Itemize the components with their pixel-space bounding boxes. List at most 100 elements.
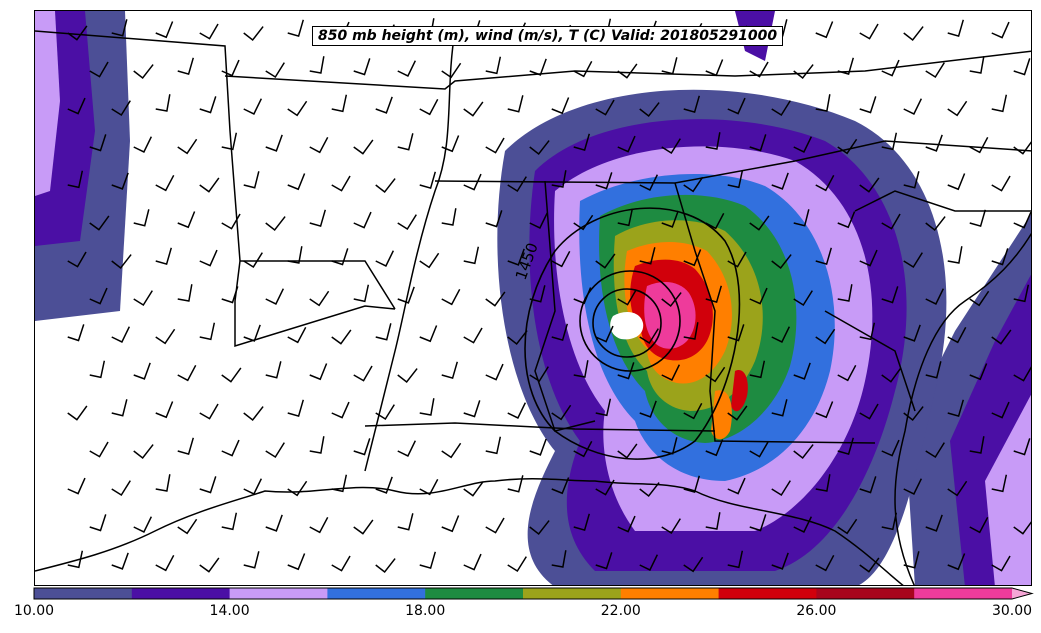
wind-barb xyxy=(441,442,462,459)
map-panel: 1450 850 mb height (m), wind (m/s), T (C… xyxy=(34,10,1032,586)
wind-barb xyxy=(595,479,615,496)
wind-barb xyxy=(859,249,878,267)
wind-barb xyxy=(617,289,637,306)
wind-barb xyxy=(265,216,286,232)
wind-barb xyxy=(507,176,527,193)
colorbar-swatch xyxy=(229,588,328,599)
wind-barb xyxy=(177,518,198,535)
wind-barb xyxy=(815,247,833,266)
wind-barb xyxy=(155,554,175,572)
wind-barb xyxy=(397,440,417,457)
wind-barb xyxy=(881,512,898,531)
wind-barb xyxy=(881,286,899,304)
wind-barb xyxy=(969,209,987,228)
wind-barb xyxy=(815,401,834,419)
wind-barb xyxy=(771,172,789,190)
wind-barb xyxy=(177,211,196,229)
wind-barb xyxy=(287,19,305,38)
wind-barb xyxy=(617,135,636,153)
wind-barb xyxy=(221,286,239,304)
wind-barb xyxy=(529,366,549,383)
wind-barb xyxy=(551,97,570,115)
wind-barb xyxy=(573,360,589,378)
wind-barb xyxy=(155,328,176,345)
wind-barb xyxy=(331,94,348,113)
wind-barb xyxy=(67,550,84,569)
wind-barb xyxy=(507,330,528,346)
wind-barb xyxy=(991,329,1012,345)
wind-barbs xyxy=(67,18,1031,574)
wind-barb xyxy=(837,57,855,76)
wind-barb xyxy=(991,21,1010,39)
wind-barb xyxy=(353,519,374,535)
wind-barb xyxy=(903,171,920,189)
wind-barb xyxy=(925,62,945,79)
wind-barb xyxy=(595,99,615,116)
wind-barb xyxy=(749,441,769,458)
wind-barb xyxy=(705,366,726,383)
wind-barb xyxy=(793,290,813,307)
wind-barb xyxy=(331,329,352,345)
wind-barb xyxy=(309,56,325,74)
gulf-coastline xyxy=(35,478,904,585)
wind-barb xyxy=(639,102,660,118)
wind-barb xyxy=(463,400,481,418)
wind-barb xyxy=(551,250,571,268)
wind-barb xyxy=(991,555,1011,572)
shade-band-red xyxy=(731,370,748,412)
wind-barb xyxy=(485,436,502,455)
wind-barb xyxy=(309,436,325,454)
wind-barb xyxy=(133,290,153,307)
wind-barb xyxy=(485,137,505,154)
line-3 xyxy=(434,140,1031,184)
wind-barb xyxy=(529,520,550,536)
wind-barb xyxy=(221,59,240,77)
wind-barb xyxy=(111,19,128,37)
map-canvas: 1450 xyxy=(35,11,1031,585)
wind-barb xyxy=(991,94,1008,113)
wind-barb xyxy=(309,209,327,228)
wind-barb xyxy=(155,94,171,112)
wind-barb xyxy=(551,323,569,342)
wind-barb xyxy=(243,324,261,342)
wind-barb xyxy=(1013,365,1031,382)
wind-barb xyxy=(265,288,285,305)
wind-barb xyxy=(243,478,263,495)
wind-barb xyxy=(375,558,396,574)
wind-barb xyxy=(419,551,437,570)
wind-barb xyxy=(507,248,525,266)
wind-barb xyxy=(463,327,483,344)
wind-barb xyxy=(287,399,305,418)
wind-barb xyxy=(683,402,703,420)
wind-barb xyxy=(529,285,546,303)
wind-barb xyxy=(683,322,699,340)
wind-barb xyxy=(177,138,198,155)
line-4 xyxy=(534,180,596,432)
wind-barb xyxy=(67,405,88,421)
wind-barb xyxy=(419,478,439,496)
wind-barb xyxy=(243,406,264,422)
wind-barb xyxy=(111,480,131,497)
wind-barb xyxy=(815,554,835,572)
wind-barb xyxy=(419,398,435,416)
wind-barb xyxy=(353,58,371,76)
wind-barb xyxy=(969,436,985,454)
wind-barb xyxy=(155,21,174,39)
shade-storm-eye xyxy=(610,311,644,340)
wind-barb xyxy=(705,212,725,230)
wind-barb xyxy=(397,60,417,77)
colorbar-extend-arrow xyxy=(1012,588,1032,599)
wind-barb xyxy=(485,291,506,307)
wind-barb xyxy=(551,477,570,495)
wind-barb xyxy=(639,174,659,191)
line-6 xyxy=(364,422,716,432)
wind-barb xyxy=(903,406,924,422)
wind-barb xyxy=(551,550,567,568)
wind-barb xyxy=(111,552,129,570)
wind-barb xyxy=(397,133,414,151)
wind-barb xyxy=(419,171,437,190)
wind-barb xyxy=(309,290,330,307)
wind-barb xyxy=(727,97,746,115)
wind-barb xyxy=(881,367,902,383)
wind-barb xyxy=(331,555,351,572)
